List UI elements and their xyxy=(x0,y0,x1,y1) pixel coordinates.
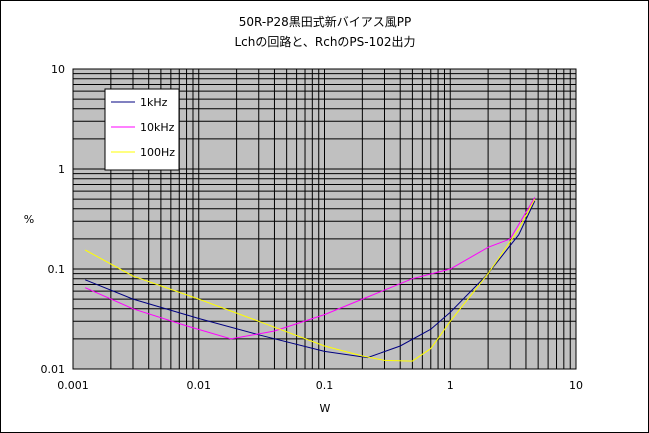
legend-label-10khz: 10kHz xyxy=(140,121,175,134)
chart-title-line-1: 50R-P28黒田式新バイアス風PP xyxy=(239,14,411,29)
legend-label-1khz: 1kHz xyxy=(140,96,168,109)
legend: 1kHz 10kHz 100Hz xyxy=(104,88,180,171)
series-line-1khz xyxy=(85,200,536,359)
y-tick-label: 0.01 xyxy=(41,363,66,376)
x-tick-label: 0.001 xyxy=(57,379,89,392)
series-lines xyxy=(84,197,536,362)
tick-labels: 0.001 0.01 0.1 1 10 10 1 0.1 0.01 xyxy=(41,63,584,392)
x-tick-label: 10 xyxy=(569,379,583,392)
y-tick-label: 0.1 xyxy=(48,263,66,276)
y-axis-label: % xyxy=(24,213,34,226)
chart-title-line-2: Lchの回路と、RchのPS-102出力 xyxy=(234,34,415,49)
x-axis-label: W xyxy=(320,402,331,415)
x-tick-label: 1 xyxy=(447,379,454,392)
legend-label-100hz: 100Hz xyxy=(140,146,175,159)
plot-border xyxy=(72,68,577,370)
x-tick-label: 0.01 xyxy=(187,379,212,392)
y-tick-label: 10 xyxy=(51,63,65,76)
y-tick-label: 1 xyxy=(58,163,65,176)
series-line-100hz xyxy=(84,198,536,362)
series-line-10khz xyxy=(84,197,536,340)
x-tick-label: 0.1 xyxy=(316,379,334,392)
